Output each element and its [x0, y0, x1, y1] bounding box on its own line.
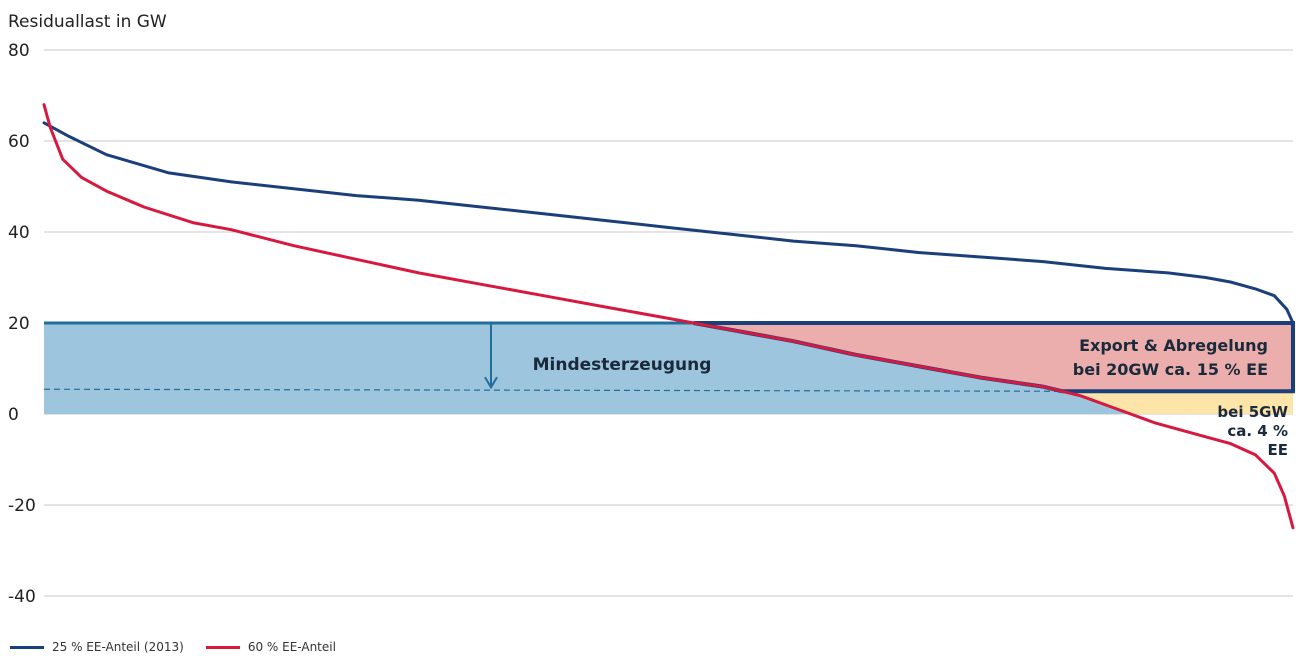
low-band-label-line2: ca. 4 %: [1227, 422, 1288, 440]
legend-item-series-2: 60 % EE-Anteil: [205, 640, 336, 654]
y-tick-label: 20: [8, 314, 30, 334]
export-label-line1: Export & Abregelung: [1079, 336, 1268, 355]
series-line-1: [42, 121, 1295, 325]
legend-item-series-1: 25 % EE-Anteil (2013): [10, 640, 184, 654]
y-tick-label: -20: [8, 496, 36, 516]
y-tick-label: -40: [8, 587, 36, 607]
y-tick-label: 80: [8, 41, 30, 61]
y-axis-label: Residuallast in GW: [8, 12, 167, 32]
legend-swatch-series-1: [10, 645, 44, 649]
legend-swatch-series-2: [205, 645, 240, 649]
low-band-area: [1061, 391, 1293, 414]
series-line-2: [42, 103, 1295, 530]
arrow-head: [484, 376, 498, 390]
y-tick-label: 60: [8, 132, 30, 152]
legend-label-series-1: 25 % EE-Anteil (2013): [52, 640, 184, 654]
legend: 25 % EE-Anteil (2013) 60 % EE-Anteil: [10, 640, 358, 654]
low-band-label-line1: bei 5GW: [1217, 403, 1288, 421]
export-area: [693, 323, 1293, 392]
legend-label-series-2: 60 % EE-Anteil: [247, 640, 336, 654]
y-tick-label: 0: [8, 405, 19, 425]
low-band-label-line3: EE: [1268, 441, 1289, 459]
y-tick-label: 40: [8, 223, 30, 243]
mindesterzeugung-label: Mindesterzeugung: [533, 355, 712, 375]
export-box-outline: [693, 321, 1295, 394]
export-label-line2: bei 20GW ca. 15 % EE: [1073, 360, 1268, 379]
